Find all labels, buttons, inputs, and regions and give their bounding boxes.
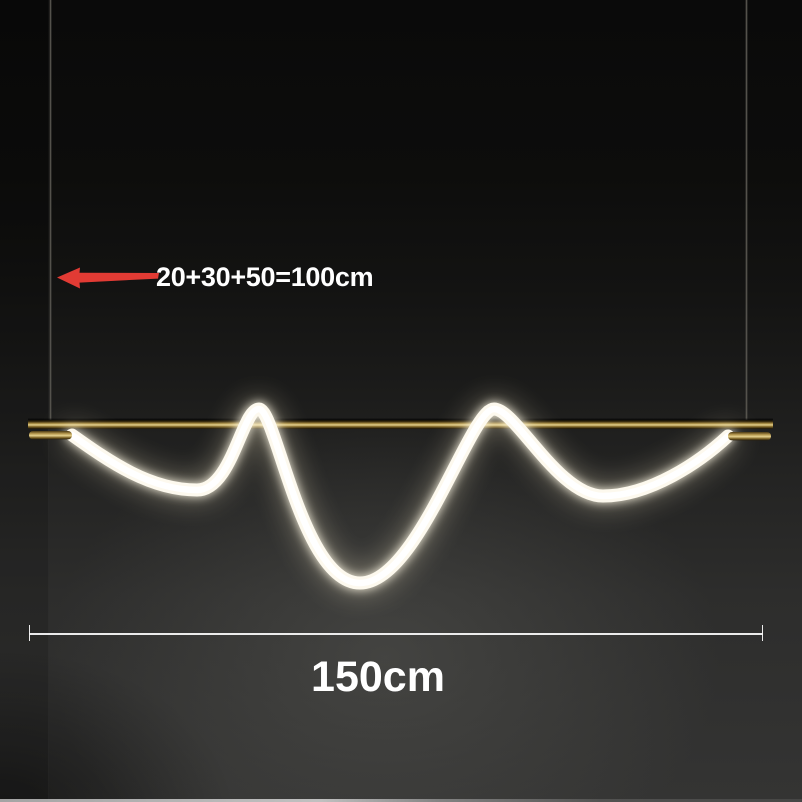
led-tube-group (65, 402, 735, 590)
background-wall-shade (0, 0, 49, 802)
dimension-tick-left (28, 625, 31, 641)
fixture-bar-shadow (28, 418, 773, 421)
width-dimension-line (29, 633, 763, 635)
end-connector-right (728, 432, 771, 441)
bottom-edge-highlight (0, 799, 802, 802)
red-left-arrow-icon (57, 267, 159, 289)
suspension-length-label: 20+30+50=100cm (156, 262, 374, 292)
width-label: 150cm (311, 653, 445, 701)
dimension-tick-right (761, 625, 764, 641)
fixture-bar (28, 420, 773, 429)
led-tube-highlight (68, 405, 732, 587)
end-connector-left (29, 431, 72, 440)
